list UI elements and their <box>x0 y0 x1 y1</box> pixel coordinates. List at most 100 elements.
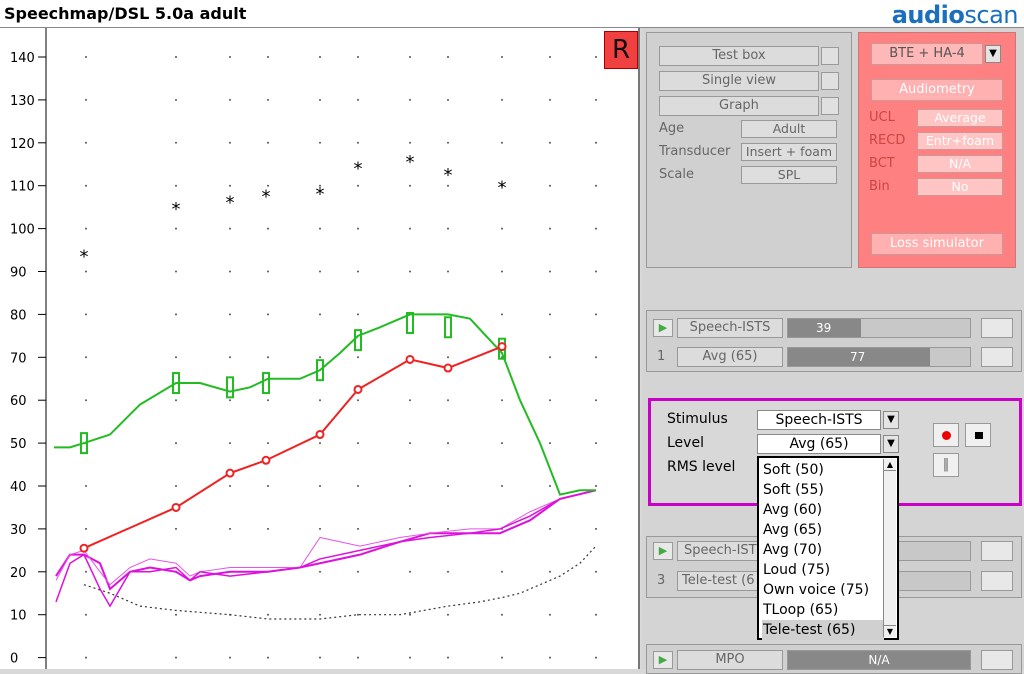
title-bar: Speechmap/DSL 5.0a adult audioscan <box>0 0 1024 29</box>
target-marker <box>80 432 88 455</box>
test-1-level[interactable]: Avg (65) <box>677 347 783 367</box>
stimulus-select[interactable]: Speech-ISTS <box>757 410 881 430</box>
scroll-up-icon[interactable]: ▲ <box>884 459 896 471</box>
loss-simulator-button[interactable]: Loss simulator <box>871 233 1003 255</box>
grid-dot <box>549 56 551 58</box>
grid-icon-4[interactable] <box>981 650 1013 670</box>
grid-dot <box>549 184 551 187</box>
level-option[interactable]: Tele-test (65) <box>762 620 884 640</box>
level-dropdown-icon[interactable]: ▼ <box>883 435 899 453</box>
stimulus-dropdown-icon[interactable]: ▼ <box>883 411 899 429</box>
test-box-button[interactable]: Test box <box>659 46 819 66</box>
grid-dot <box>267 485 269 487</box>
single-view-toggle[interactable] <box>821 72 839 90</box>
grid-dot <box>319 442 321 445</box>
grid-dot <box>357 184 359 187</box>
grid-dot <box>595 270 597 273</box>
grid-icon[interactable] <box>981 318 1013 338</box>
single-view-button[interactable]: Single view <box>659 71 819 91</box>
grid-dot <box>229 56 231 58</box>
bct-label: BCT <box>869 156 895 171</box>
target-point <box>261 455 271 465</box>
target-point <box>497 342 507 352</box>
grid-dot <box>229 227 231 230</box>
device-dropdown-icon[interactable]: ▼ <box>985 45 1001 63</box>
grid-dot <box>229 313 231 316</box>
ucl-field[interactable]: Average <box>917 109 1003 127</box>
grid-dot <box>447 527 449 530</box>
grid-dot <box>229 442 231 445</box>
scale-field[interactable]: SPL <box>741 166 837 184</box>
grid-dot <box>229 141 231 144</box>
play-icon-2[interactable]: ▶ <box>653 542 673 560</box>
test-1-stimulus[interactable]: Speech-ISTS <box>677 318 783 338</box>
level-select[interactable]: Avg (65) <box>757 434 881 454</box>
grid-dot <box>267 56 269 58</box>
transducer-field[interactable]: Insert + foam <box>741 143 837 161</box>
grid-dot <box>501 485 503 487</box>
grid-dot <box>229 270 231 273</box>
grid-dot <box>549 227 551 230</box>
level-option[interactable]: Soft (55) <box>763 482 824 498</box>
level-option[interactable]: Loud (75) <box>763 562 831 578</box>
grid-icon-2[interactable] <box>981 541 1013 561</box>
grid-icon-3[interactable] <box>981 571 1013 591</box>
bct-field[interactable]: N/A <box>917 155 1003 173</box>
y-tick-label: 120 <box>10 137 35 152</box>
level-option[interactable]: TLoop (65) <box>763 602 839 618</box>
grid-dot <box>501 570 503 573</box>
test-box-toggle[interactable] <box>821 47 839 65</box>
grid-dot <box>175 270 177 273</box>
grid-dot <box>409 399 411 402</box>
graph-toggle[interactable] <box>821 97 839 115</box>
y-tick-label: 40 <box>10 480 27 495</box>
grid-dot <box>357 356 359 359</box>
grid-dot <box>319 270 321 273</box>
grid-dot <box>357 527 359 530</box>
ucl-point: * <box>406 152 415 173</box>
level-option[interactable]: Own voice (75) <box>763 582 870 598</box>
grid-dot <box>175 98 177 101</box>
target-point <box>225 468 235 478</box>
grid-dot <box>267 656 269 659</box>
curve-icon[interactable] <box>981 347 1013 367</box>
stop-button[interactable] <box>965 423 991 447</box>
speechmap-graph[interactable]: 140 130 120 110 100 90 80 70 60 50 40 30 20 10 0 * * * * *… <box>0 28 640 669</box>
graph-button[interactable]: Graph <box>659 96 819 116</box>
level-option[interactable]: Avg (60) <box>763 502 823 518</box>
grid-dot <box>549 356 551 359</box>
device-select[interactable]: BTE + HA-4 <box>871 43 983 65</box>
age-field[interactable]: Adult <box>741 120 837 138</box>
grid-dot <box>549 570 551 573</box>
grid-dot <box>409 485 411 487</box>
level-option[interactable]: Avg (65) <box>763 522 823 538</box>
grid-dot <box>85 399 87 402</box>
bin-field[interactable]: No <box>917 178 1003 196</box>
record-button[interactable] <box>933 423 959 447</box>
play-icon-3[interactable]: ▶ <box>653 651 673 669</box>
grid-dot <box>267 527 269 530</box>
grid-dot <box>267 141 269 144</box>
grid-dot <box>229 485 231 487</box>
grid-dot <box>319 227 321 230</box>
audiometry-button[interactable]: Audiometry <box>871 79 1003 101</box>
test-3-level[interactable]: Tele-test (6 <box>677 571 783 591</box>
grid-dot <box>267 356 269 359</box>
pause-button[interactable]: ‖ <box>933 453 959 477</box>
window-title: Speechmap/DSL 5.0a adult <box>4 4 247 23</box>
dropdown-scrollbar[interactable]: ▲ ▼ <box>883 459 896 637</box>
ear-badge[interactable]: R <box>604 31 638 69</box>
mpo-stimulus[interactable]: MPO <box>677 650 783 670</box>
grid-dot <box>549 98 551 101</box>
level-dropdown-list[interactable]: Soft (50) Soft (55) Avg (60) Avg (65) Avg (7… <box>757 456 899 640</box>
grid-dot <box>319 570 321 573</box>
level-option[interactable]: Soft (50) <box>763 462 824 478</box>
grid-dot <box>595 485 597 487</box>
grid-dot <box>409 442 411 445</box>
play-icon[interactable]: ▶ <box>653 319 673 337</box>
recd-field[interactable]: Entr+foam <box>917 132 1003 150</box>
scroll-down-icon[interactable]: ▼ <box>884 625 896 637</box>
test-3-stimulus[interactable]: Speech-IST <box>677 541 783 561</box>
stimulus-label: Stimulus <box>667 411 728 427</box>
level-option[interactable]: Avg (70) <box>763 542 823 558</box>
